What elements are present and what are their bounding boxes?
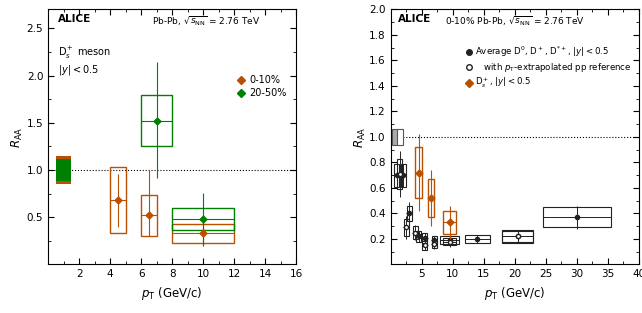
Bar	[444, 238, 456, 245]
Bar	[404, 218, 408, 236]
Bar	[141, 95, 172, 146]
Bar	[141, 195, 157, 236]
Bar	[416, 231, 421, 242]
Bar	[397, 159, 403, 189]
X-axis label: $p_{\mathrm{T}}$ (GeV/c): $p_{\mathrm{T}}$ (GeV/c)	[141, 285, 203, 302]
Text: 0-10% Pb-Pb, $\sqrt{s_{\rm NN}}$ = 2.76 TeV: 0-10% Pb-Pb, $\sqrt{s_{\rm NN}}$ = 2.76 …	[445, 14, 586, 28]
Bar	[431, 240, 437, 248]
Bar	[56, 159, 71, 181]
X-axis label: $p_{\mathrm{T}}$ (GeV/c): $p_{\mathrm{T}}$ (GeV/c)	[484, 285, 546, 302]
Bar	[422, 233, 427, 243]
Bar	[542, 207, 611, 228]
Bar	[422, 241, 427, 250]
Bar	[502, 231, 534, 242]
Bar	[394, 164, 399, 187]
Bar	[413, 226, 418, 239]
Bar	[465, 235, 490, 243]
Text: ALICE: ALICE	[398, 14, 431, 24]
Bar	[407, 206, 412, 221]
Text: Pb-Pb, $\sqrt{s_{\rm NN}}$ = 2.76 TeV: Pb-Pb, $\sqrt{s_{\rm NN}}$ = 2.76 TeV	[152, 14, 261, 28]
Bar	[440, 236, 459, 244]
Bar	[397, 129, 403, 145]
Bar	[444, 211, 456, 234]
Bar	[502, 230, 534, 243]
Bar	[428, 179, 434, 217]
Y-axis label: $R_{\mathrm{AA}}$: $R_{\mathrm{AA}}$	[352, 126, 368, 148]
Legend: 0-10%, 20-50%: 0-10%, 20-50%	[238, 75, 286, 98]
Bar	[392, 129, 399, 145]
Text: D$_s^+$ meson
$|y|<0.5$: D$_s^+$ meson $|y|<0.5$	[58, 45, 111, 77]
Bar	[401, 164, 406, 187]
Bar	[172, 208, 234, 230]
Bar	[415, 147, 422, 198]
Bar	[172, 224, 234, 243]
Bar	[431, 236, 437, 244]
Bar	[56, 156, 71, 184]
Bar	[110, 167, 126, 233]
Text: ALICE: ALICE	[58, 14, 91, 24]
Y-axis label: $R_{\mathrm{AA}}$: $R_{\mathrm{AA}}$	[10, 126, 25, 148]
Legend: Average D$^0$, D$^+$, D$^{*+}$, $|y|<0.5$,    with $p_{\rm T}$-extrapolated pp r: Average D$^0$, D$^+$, D$^{*+}$, $|y|<0.5…	[465, 44, 632, 90]
